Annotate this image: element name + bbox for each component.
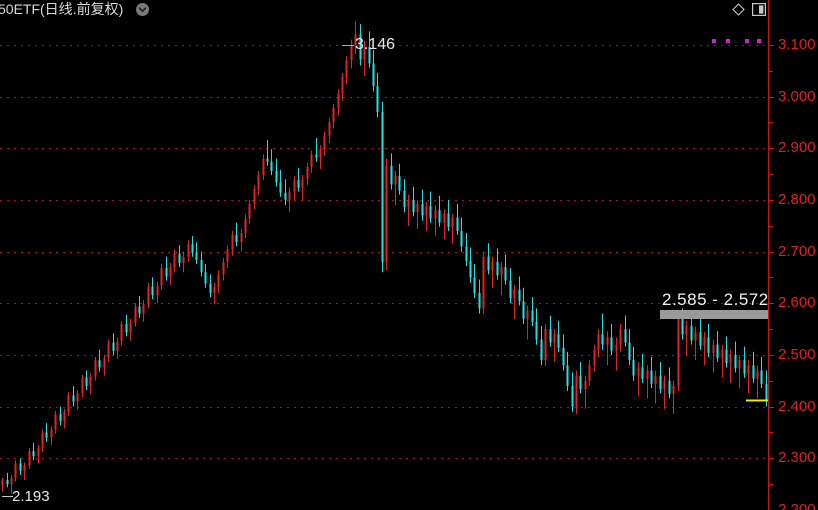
price-axis-minor-tick [769,122,773,123]
range-highlight-bar [660,310,768,319]
price-axis-label: 2.300 [778,449,816,467]
price-axis-minor-tick [769,432,773,433]
price-axis-label: 2.400 [778,397,816,415]
price-axis-tick [769,458,774,459]
layout-square-icon[interactable] [752,3,767,17]
price-axis-label: 2.800 [778,190,816,208]
low-annotation-leader [2,496,13,497]
page-title: 50ETF(日线.前复权) [0,1,124,17]
price-axis-minor-tick [769,277,773,278]
price-axis-tick [769,148,774,149]
high-annotation-leader [342,45,354,46]
price-axis-minor-tick [769,329,773,330]
price-axis-tick [769,355,774,356]
dot-marker [757,39,761,43]
price-axis-minor-tick [769,226,773,227]
candlestick-plot-area[interactable] [0,19,768,510]
price-axis-tick [769,407,774,408]
dot-marker [712,39,716,43]
chart-header-bar: 50ETF(日线.前复权) [0,0,818,19]
chevron-down-icon[interactable] [136,3,149,16]
price-axis-tick [769,200,774,201]
price-axis-minor-tick [769,174,773,175]
diamond-icon[interactable] [732,3,745,16]
price-axis-tick [769,97,774,98]
price-axis-tick [769,252,774,253]
price-axis-label: 2.500 [778,345,816,363]
price-axis-label: 3.000 [778,87,816,105]
price-axis-minor-tick [769,71,773,72]
dot-marker [726,39,730,43]
axis-line [768,0,769,510]
price-axis-label: 3.100 [778,35,816,53]
price-axis[interactable]: 2.200 2.300 2.400 2.500 2.600 2.700 2.800 2.900… [768,0,818,510]
gridlines [0,45,768,459]
candlestick-svg [0,21,768,494]
price-axis-label: 2.200 [778,501,816,510]
price-axis-minor-tick [769,484,773,485]
high-price-annotation: 3.146 [355,36,396,53]
price-axis-label: 2.700 [778,242,816,260]
price-axis-minor-tick [769,381,773,382]
price-axis-tick [769,45,774,46]
price-axis-label: 2.900 [778,139,816,157]
dot-marker [745,39,749,43]
range-price-annotation: 2.585 - 2.572 [662,290,769,309]
price-axis-tick [769,303,774,304]
price-axis-label: 2.600 [778,294,816,312]
candle-series [1,21,768,494]
low-price-annotation: 2.193 [12,488,50,505]
